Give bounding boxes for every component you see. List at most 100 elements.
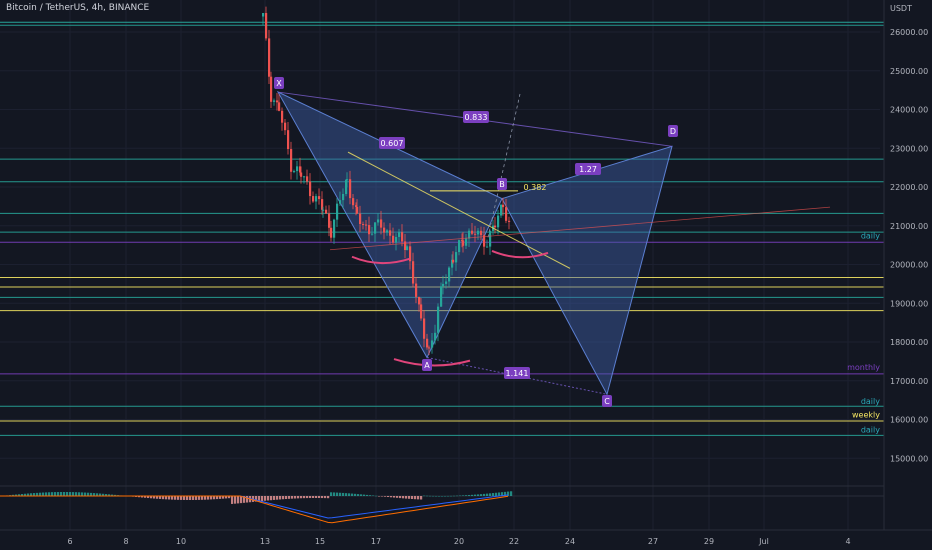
histogram-bar bbox=[261, 496, 264, 502]
candle-body bbox=[462, 240, 465, 246]
histogram-bar bbox=[147, 496, 150, 499]
price-tick-label: 25000.00 bbox=[890, 67, 928, 76]
price-tick-label: 15000.00 bbox=[890, 454, 928, 463]
candle-body bbox=[333, 219, 336, 238]
candle-body bbox=[383, 227, 386, 233]
histogram-bar bbox=[111, 494, 114, 496]
ratio-label: 0.607 bbox=[381, 139, 404, 148]
histogram-bar bbox=[225, 496, 228, 499]
histogram-bar bbox=[36, 492, 39, 496]
histogram-bar bbox=[204, 496, 207, 500]
candle-body bbox=[418, 296, 421, 305]
histogram-bar bbox=[162, 496, 165, 500]
time-tick-label: 15 bbox=[315, 537, 325, 546]
chart-title: Bitcoin / TetherUS, 4h, BINANCE bbox=[6, 3, 149, 13]
price-axis-bg bbox=[884, 0, 932, 530]
candle-body bbox=[356, 206, 359, 214]
histogram-bar bbox=[393, 496, 396, 498]
fib-ratio-label: 0.382 bbox=[524, 183, 547, 192]
histogram-bar bbox=[492, 493, 495, 496]
histogram-bar bbox=[450, 495, 453, 497]
histogram-bar bbox=[390, 496, 393, 498]
candle-body bbox=[458, 240, 461, 253]
histogram-bar bbox=[378, 496, 381, 497]
candle-body bbox=[442, 283, 445, 287]
candle-body bbox=[448, 267, 451, 282]
histogram-bar bbox=[246, 496, 249, 503]
histogram-bar bbox=[501, 492, 504, 496]
histogram-bar bbox=[102, 493, 105, 496]
price-tick-label: 20000.00 bbox=[890, 261, 928, 270]
candles bbox=[262, 6, 511, 355]
histogram-bar bbox=[228, 496, 231, 499]
price-axis[interactable]: USDT 15000.00 16000.00 17000.00 18000.00 1900… bbox=[883, 0, 932, 530]
pattern-ac bbox=[426, 357, 608, 395]
candle-body bbox=[299, 166, 302, 173]
histogram-bar bbox=[471, 494, 474, 496]
histogram-bar bbox=[276, 496, 279, 500]
histogram-bar bbox=[432, 495, 435, 497]
histogram-bar bbox=[327, 496, 330, 499]
histogram-bar bbox=[87, 492, 90, 496]
candle-body bbox=[395, 236, 398, 243]
histogram-bar bbox=[369, 495, 372, 496]
candle-body bbox=[321, 199, 324, 210]
candle-body bbox=[290, 149, 293, 172]
candle-body bbox=[336, 203, 339, 220]
pattern-point-label: A bbox=[424, 361, 430, 370]
ratio-label: 0.833 bbox=[465, 113, 488, 122]
histogram-bar bbox=[219, 496, 222, 499]
price-tick-label: 19000.00 bbox=[890, 299, 928, 308]
time-tick-label: 29 bbox=[704, 537, 714, 546]
histogram-bar bbox=[489, 493, 492, 496]
histogram-bar bbox=[45, 492, 48, 496]
histogram-bar bbox=[234, 496, 237, 504]
grid bbox=[0, 0, 880, 530]
candle-body bbox=[401, 232, 404, 242]
ratio-label-bg bbox=[504, 367, 530, 379]
histogram-bar bbox=[15, 494, 18, 496]
histogram-bar bbox=[270, 496, 273, 501]
histogram-bar bbox=[51, 492, 54, 496]
pattern-point-bg bbox=[602, 395, 612, 407]
time-tick-label: Jul bbox=[758, 537, 769, 546]
candle-body bbox=[284, 122, 287, 131]
candle-body bbox=[465, 238, 468, 246]
candle-body bbox=[404, 241, 407, 251]
histogram-bar bbox=[477, 494, 480, 496]
symbol-title: Bitcoin / TetherUS, 4h, BINANCE bbox=[6, 3, 150, 13]
histogram-bar bbox=[507, 491, 510, 496]
histogram-bar bbox=[96, 493, 99, 496]
histogram-bar bbox=[468, 495, 471, 496]
candle-body bbox=[303, 176, 306, 178]
histogram-bar bbox=[453, 495, 456, 497]
histogram-bar bbox=[99, 493, 102, 496]
candle-body bbox=[508, 220, 511, 222]
candle-body bbox=[359, 213, 362, 225]
histogram-bar bbox=[27, 493, 30, 496]
histogram-bar bbox=[342, 492, 345, 496]
pattern-point-bg bbox=[668, 125, 678, 137]
histogram-bar bbox=[435, 495, 438, 497]
histogram-bar bbox=[351, 493, 354, 496]
histogram-bar bbox=[333, 492, 336, 496]
time-axis[interactable]: 6 8 10 13 15 17 20 22 24 27 29 Jul 4 bbox=[0, 529, 932, 546]
histogram-bar bbox=[498, 492, 501, 496]
candle-body bbox=[398, 232, 401, 237]
histogram-bar bbox=[405, 496, 408, 499]
histogram-bar bbox=[84, 492, 87, 496]
price-tick-label: 23000.00 bbox=[890, 144, 928, 153]
candle-body bbox=[440, 286, 443, 307]
price-tick-label: 22000.00 bbox=[890, 183, 928, 192]
time-tick-label: 22 bbox=[509, 537, 519, 546]
pattern-point-label: D bbox=[670, 127, 676, 136]
histogram-bar bbox=[255, 496, 258, 502]
candle-body bbox=[489, 230, 492, 247]
candle-body bbox=[380, 219, 383, 228]
histogram-bar bbox=[495, 492, 498, 496]
histogram-bar bbox=[411, 496, 414, 500]
histogram-bar bbox=[21, 493, 24, 496]
histogram-bar bbox=[387, 496, 390, 497]
pattern-point-label: X bbox=[276, 79, 282, 88]
